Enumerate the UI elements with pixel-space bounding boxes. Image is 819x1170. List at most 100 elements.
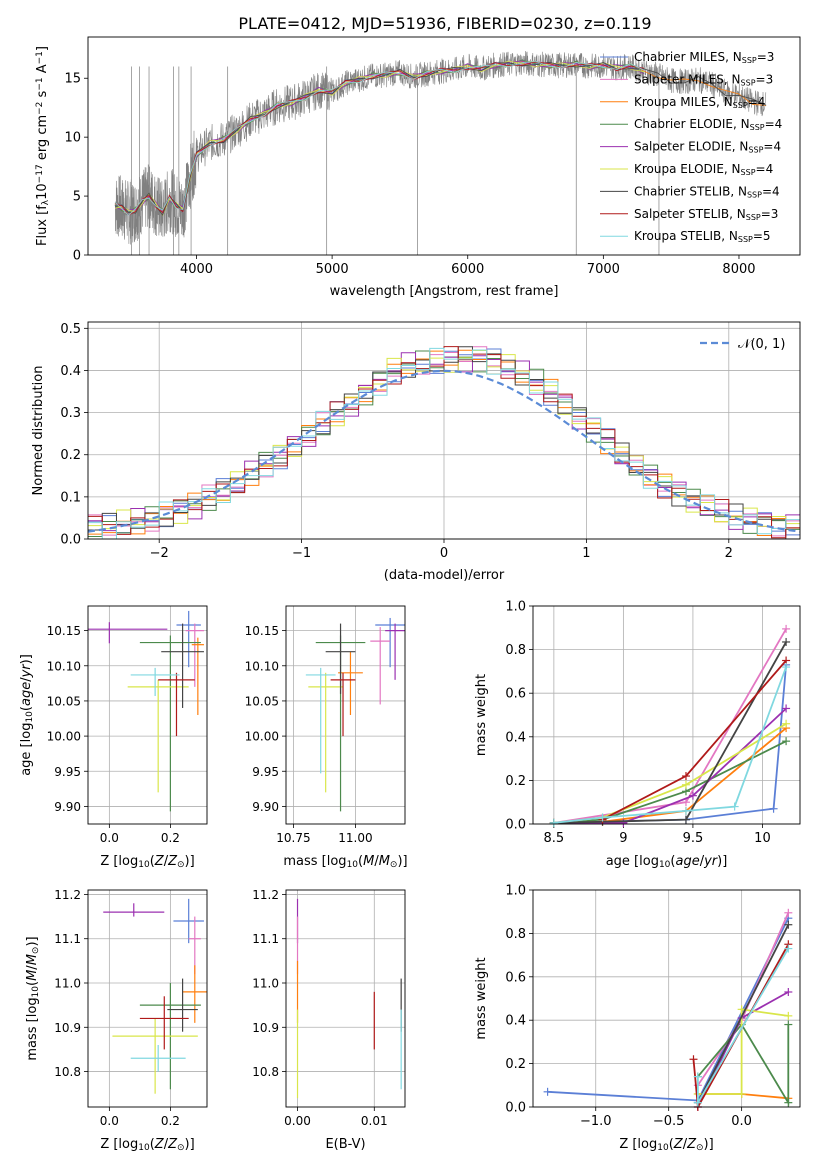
x-tick-label: −2 [150,546,169,561]
legend-label: 𝒩(0, 1) [738,337,785,352]
residual-frame [87,321,801,540]
x-tick-label: 5000 [316,262,349,277]
x-tick-label: 2 [725,546,733,561]
legend-label: Kroupa STELIB, NSSP=5 [634,229,771,244]
y-tick-label: 10.10 [245,659,279,673]
age_vs_mass-frame [285,605,406,825]
y-tick-label: 11.0 [54,977,81,991]
y-tick-label: 0.0 [505,1101,526,1116]
y-tick-label: 0.3 [60,406,81,421]
mass_weight_vs_age-frame [532,605,801,825]
mass_weight_vs_age-plot-area [549,624,791,827]
y-tick-label: 0.6 [505,687,526,702]
x-axis-label: Z [log10(Z/Z⊙)] [100,1137,194,1153]
y-tick-label: 0.5 [60,322,81,337]
x-tick-label: 6000 [451,262,484,277]
y-tick-label: 10.00 [47,730,81,744]
y-axis-label: mass weight [474,674,489,756]
y-tick-label: 0.2 [505,774,526,789]
legend-label: Salpeter MILES, NSSP=3 [634,72,773,87]
legend-label: Salpeter ELODIE, NSSP=4 [634,140,781,155]
y-tick-label: 10.05 [245,694,279,708]
x-axis-label: wavelength [Angstrom, rest frame] [330,284,559,299]
y-tick-label: 0.4 [505,730,526,745]
y-tick-label: 10.10 [47,659,81,673]
series-line [553,707,787,824]
x-axis-label: (data-model)/error [384,568,505,583]
x-tick-label: 1 [582,546,590,561]
figure-title: PLATE=0412, MJD=51936, FIBERID=0230, z=0… [238,14,651,33]
y-tick-label: 0.0 [60,533,81,548]
mass_weight_vs_Z-axes: −1.0 −0.5 0.0 0.0 0.2 0.4 0.6 0.8 1.0 [505,884,800,1129]
series-line [553,740,787,824]
x-tick-label: −1.0 [580,1114,612,1129]
x-tick-label: 0.00 [284,1114,311,1128]
y-tick-label: 11.1 [54,932,81,946]
y-tick-label: 0.1 [60,490,81,505]
legend-label: Kroupa ELODIE, NSSP=4 [634,162,773,177]
x-tick-label: 0.0 [100,1114,119,1128]
y-tick-label: 11.1 [252,932,279,946]
spectrum-plot-area [114,50,767,255]
x-axis-label: E(B-V) [325,1137,365,1152]
legend-label: Salpeter STELIB, NSSP=3 [634,207,778,222]
mass_weight_vs_Z-frame [532,889,801,1108]
x-tick-label: 0.0 [731,1114,752,1129]
x-tick-label: 8000 [722,262,755,277]
y-tick-label: 9.95 [54,765,81,779]
y-tick-label: 11.0 [252,977,279,991]
y-tick-label: 10.05 [47,694,81,708]
y-tick-label: 11.2 [54,888,81,902]
series-line [697,1008,789,1095]
x-axis-label: age [log10(age/yr)] [606,854,728,870]
mass_vs_Z-axes: 0.0 0.2 10.8 10.9 11.0 11.1 11.2 [54,888,207,1128]
x-tick-label: 9.5 [683,831,704,846]
y-tick-label: 10 [64,131,81,146]
y-tick-label: 10.8 [252,1065,279,1079]
normal-curve [88,369,800,533]
y-tick-label: 0.2 [60,448,81,463]
y-tick-label: 10.9 [252,1021,279,1035]
y-tick-label: 0.0 [505,818,526,833]
y-tick-label: 5 [73,190,81,205]
x-axis-label: Z [log10(Z/Z⊙)] [619,1137,713,1153]
y-tick-label: 0.4 [60,364,81,379]
mass_weight_vs_Z-plot-area [543,908,793,1111]
x-axis-label: Z [log10(Z/Z⊙)] [100,854,194,870]
y-axis-label: Normed distribution [31,366,46,496]
y-tick-label: 0.8 [505,643,526,658]
legend-label: Chabrier MILES, NSSP=3 [634,50,774,65]
series-line [553,722,787,824]
x-axis-label: mass [log10(M/M⊙)] [283,854,407,870]
x-tick-label: 9 [619,831,627,846]
y-tick-label: 10.8 [54,1065,81,1079]
y-tick-label: 11.2 [252,888,279,902]
mass_vs_ebv-frame [285,889,406,1108]
y-tick-label: 0 [73,249,81,264]
y-tick-label: 0.8 [505,927,526,942]
y-tick-label: 9.90 [54,800,81,814]
series-line [697,924,790,1104]
age_vs_Z-frame [87,605,208,825]
spectrum-frame [87,36,801,256]
age_vs_mass-plot-area [305,617,405,812]
series-line [553,641,787,824]
x-tick-label: −1 [292,546,311,561]
series-line [553,628,787,824]
y-axis-label: age [log10(age/yr)] [19,654,35,776]
y-tick-label: 0.2 [505,1057,526,1072]
spectrum-axes: 4000 5000 6000 7000 8000 0 5 10 15 [64,72,755,277]
histogram-step [88,347,800,539]
mass_vs_ebv-axes: 0.00 0.01 10.8 10.9 11.0 11.1 11.2 [252,888,405,1128]
y-axis-label: mass weight [474,957,489,1039]
y-tick-label: 10.00 [245,730,279,744]
y-tick-label: 9.95 [252,765,279,779]
y-tick-label: 9.90 [252,800,279,814]
x-tick-label: 8.5 [544,831,565,846]
residual-plot-area [88,346,800,539]
x-tick-label: 0.01 [361,1114,388,1128]
y-axis-label: Flux [fλ10−17 erg cm−2 s−1 A−1] [35,46,51,246]
y-tick-label: 10.9 [54,1021,81,1035]
x-tick-label: 7000 [587,262,620,277]
